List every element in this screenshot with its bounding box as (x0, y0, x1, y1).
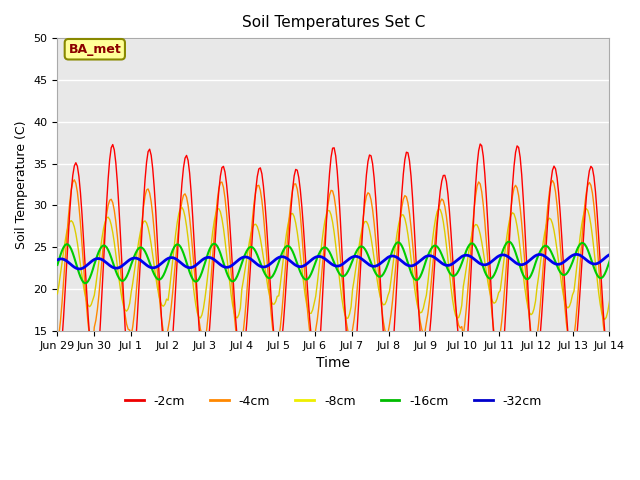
X-axis label: Time: Time (316, 356, 351, 370)
Text: BA_met: BA_met (68, 43, 121, 56)
Legend: -2cm, -4cm, -8cm, -16cm, -32cm: -2cm, -4cm, -8cm, -16cm, -32cm (120, 390, 547, 413)
Title: Soil Temperatures Set C: Soil Temperatures Set C (242, 15, 425, 30)
Y-axis label: Soil Temperature (C): Soil Temperature (C) (15, 120, 28, 249)
